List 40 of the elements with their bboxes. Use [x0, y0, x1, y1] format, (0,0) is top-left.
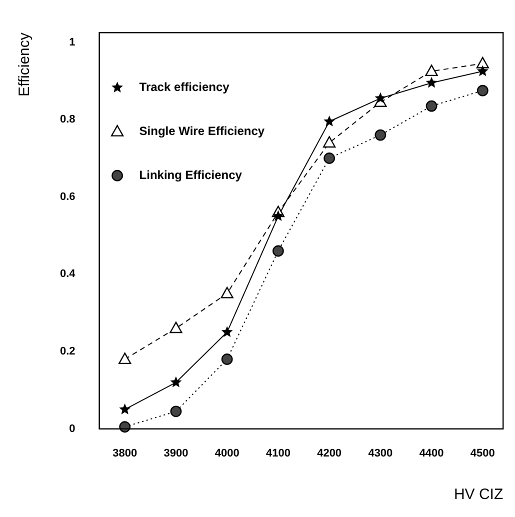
x-tick-label: 4100: [266, 447, 290, 460]
x-tick-label: 4000: [214, 447, 240, 460]
point: [221, 354, 233, 365]
point: [426, 76, 438, 88]
point: [425, 64, 438, 76]
point: [220, 286, 234, 298]
point: [170, 322, 182, 334]
point: [374, 129, 386, 141]
point: [118, 352, 132, 364]
point: [272, 210, 284, 222]
point: [476, 65, 488, 76]
point: [426, 100, 438, 112]
y-tick-label: 0: [69, 422, 76, 435]
y-tick-label: 0.4: [60, 268, 76, 280]
point: [476, 84, 488, 96]
x-tick-label: 3900: [164, 447, 188, 460]
x-tick-label: 4500: [470, 447, 495, 460]
x-tick-label: 4300: [368, 447, 393, 460]
point: [170, 406, 182, 418]
x-axis-title: HV CIZ: [454, 486, 504, 504]
x-tick-label: 4400: [419, 447, 444, 460]
legend-label: Linking Efficiency: [139, 168, 242, 182]
legend-label: Track efficiency: [139, 80, 230, 94]
y-tick-label: 0.2: [60, 346, 76, 358]
point: [374, 92, 386, 104]
point: [170, 376, 182, 388]
point: [272, 245, 284, 257]
point: [119, 403, 131, 414]
point: [324, 152, 336, 164]
legend-label: Single Wire Efficiency: [139, 124, 265, 138]
x-tick-label: 4200: [317, 447, 342, 460]
point: [323, 136, 336, 148]
y-tick-label: 0.6: [60, 190, 76, 203]
point: [476, 56, 489, 68]
x-tick-label: 3800: [112, 447, 138, 460]
y-axis-title: Efficiency: [16, 32, 34, 97]
point: [221, 326, 233, 338]
point: [324, 116, 336, 126]
y-tick-label: 1: [69, 36, 76, 48]
y-tick-label: 0.8: [60, 114, 76, 126]
